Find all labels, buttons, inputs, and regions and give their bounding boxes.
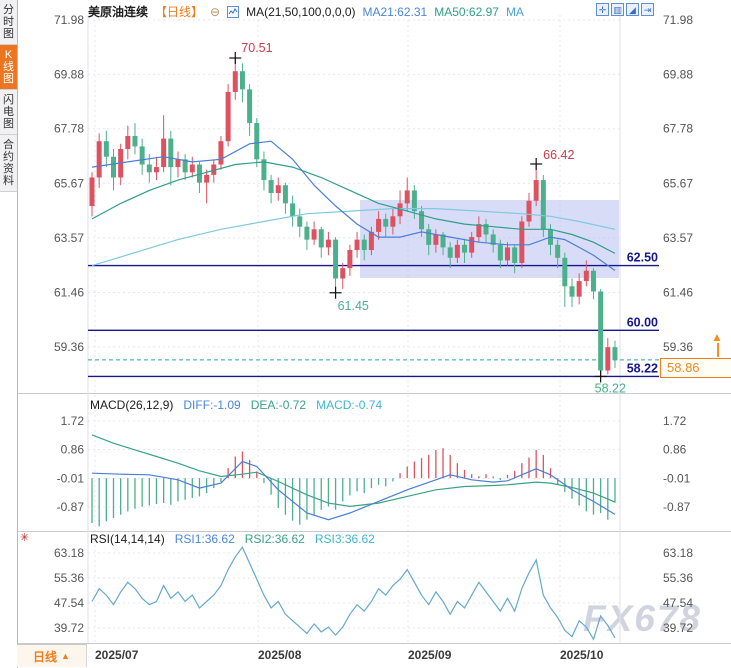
ma21-value: MA21:62.31 <box>362 4 428 19</box>
sidebar-tab-K线图[interactable]: K线图 <box>0 45 17 90</box>
chart-header: 美原油连续 【日线】 ⊖ MA(21,50,100,0,0,0) MA21:62.… <box>88 3 524 20</box>
ma-settings[interactable]: MA(21,50,100,0,0,0) <box>246 4 356 19</box>
period-selector-label: 日线 <box>33 649 58 664</box>
svg-text:47.54: 47.54 <box>54 596 84 610</box>
price-up-arrow-icon: ▲ <box>711 330 723 344</box>
svg-text:63.57: 63.57 <box>663 231 693 245</box>
collapse-icon[interactable]: ⊖ <box>210 4 221 19</box>
macd-dea-value: DEA:-0.72 <box>250 398 307 412</box>
svg-text:71.98: 71.98 <box>663 13 693 27</box>
svg-text:67.78: 67.78 <box>54 122 84 136</box>
svg-text:65.67: 65.67 <box>663 176 693 190</box>
symbol-title: 美原油连续 <box>88 5 149 19</box>
svg-text:60.00: 60.00 <box>627 315 658 329</box>
rsi-name: RSI(14,14,14) <box>90 532 165 546</box>
axis-labels: 71.98 71.98 69.88 69.88 67.78 67.78 65.67 65.67… <box>54 13 693 662</box>
chart-toolbar: ✛ ▥ ◢ ⇥ <box>596 3 654 16</box>
goto-latest-icon[interactable]: ⇥ <box>641 3 654 16</box>
svg-text:61.46: 61.46 <box>663 286 693 300</box>
current-price-tag: 58.86 <box>660 358 731 378</box>
sidebar-tab-分时图[interactable]: 分时图 <box>0 0 17 45</box>
indicator-marker-icon: ✳ <box>20 532 30 544</box>
svg-text:69.88: 69.88 <box>663 67 693 81</box>
rsi-panel <box>91 546 616 641</box>
svg-text:61.45: 61.45 <box>338 299 369 313</box>
svg-text:70.51: 70.51 <box>241 41 272 55</box>
rsi2-value: RSI2:36.62 <box>244 532 305 546</box>
svg-text:-0.87: -0.87 <box>663 500 691 514</box>
svg-text:1.72: 1.72 <box>663 414 687 428</box>
price-annotations: 70.51 66.42 61.45 58.22 <box>229 41 626 395</box>
current-price-value: 58.86 <box>667 360 700 375</box>
sidebar: 分时图 K线图 闪电图 合约资料 <box>0 0 18 668</box>
svg-text:58.22: 58.22 <box>627 361 658 375</box>
svg-text:2025/07: 2025/07 <box>95 648 139 662</box>
macd-value: MACD:-0.74 <box>316 398 383 412</box>
price-levels: 62.50 60.00 58.22 <box>88 251 659 378</box>
price-arrow-stem <box>717 343 719 357</box>
crosshair-tool-icon[interactable]: ✛ <box>596 3 609 16</box>
period-selector[interactable]: 日线 ▲ <box>17 644 87 667</box>
sidebar-tab-合约资料[interactable]: 合约资料 <box>0 135 17 192</box>
svg-text:39.72: 39.72 <box>663 621 693 635</box>
sidebar-tab-闪电图[interactable]: 闪电图 <box>0 90 17 135</box>
svg-text:47.54: 47.54 <box>663 596 693 610</box>
svg-text:55.36: 55.36 <box>54 571 84 585</box>
svg-text:0.86: 0.86 <box>663 443 687 457</box>
rsi1-value: RSI1:36.62 <box>174 532 235 546</box>
macd-header: MACD(26,12,9) DIFF:-1.09 DEA:-0.72 MACD:… <box>90 398 382 412</box>
svg-text:59.36: 59.36 <box>54 340 84 354</box>
moving-averages <box>91 140 616 271</box>
grid-lines <box>88 15 620 643</box>
period-tag: 【日线】 <box>155 5 204 19</box>
panel-separators <box>0 15 731 644</box>
svg-text:2025/10: 2025/10 <box>560 648 604 662</box>
svg-text:62.50: 62.50 <box>627 251 658 265</box>
rsi3-value: RSI3:36.62 <box>314 532 375 546</box>
svg-text:2025/08: 2025/08 <box>258 648 302 662</box>
svg-text:67.78: 67.78 <box>663 122 693 136</box>
ma-more: MA <box>505 4 524 19</box>
period-dropdown-arrow-icon: ▲ <box>61 651 70 661</box>
svg-text:61.46: 61.46 <box>54 286 84 300</box>
rsi-header: RSI(14,14,14) RSI1:36.62 RSI2:36.62 RSI3… <box>90 532 375 546</box>
ma-chart-icon <box>227 5 240 18</box>
svg-text:66.42: 66.42 <box>543 148 574 162</box>
macd-panel <box>91 434 616 527</box>
svg-text:63.18: 63.18 <box>54 546 84 560</box>
draw-trend-icon[interactable]: ◢ <box>626 3 639 16</box>
svg-text:71.98: 71.98 <box>54 13 84 27</box>
svg-text:1.72: 1.72 <box>61 414 85 428</box>
ma50-value: MA50:62.97 <box>434 4 499 19</box>
svg-text:-0.01: -0.01 <box>57 471 85 485</box>
macd-name: MACD(26,12,9) <box>90 398 174 412</box>
macd-diff-value: DIFF:-1.09 <box>183 398 241 412</box>
svg-text:63.18: 63.18 <box>663 546 693 560</box>
indicator-panel-icon[interactable]: ▥ <box>611 3 624 16</box>
svg-text:55.36: 55.36 <box>663 571 693 585</box>
svg-text:65.67: 65.67 <box>54 176 84 190</box>
svg-text:2025/09: 2025/09 <box>408 648 452 662</box>
svg-text:69.88: 69.88 <box>54 67 84 81</box>
svg-text:63.57: 63.57 <box>54 231 84 245</box>
candles <box>89 58 618 377</box>
svg-text:0.86: 0.86 <box>61 443 85 457</box>
svg-text:59.36: 59.36 <box>663 340 693 354</box>
svg-text:-0.01: -0.01 <box>663 471 691 485</box>
svg-text:39.72: 39.72 <box>54 621 84 635</box>
svg-text:58.22: 58.22 <box>595 381 626 395</box>
svg-text:-0.87: -0.87 <box>57 500 85 514</box>
